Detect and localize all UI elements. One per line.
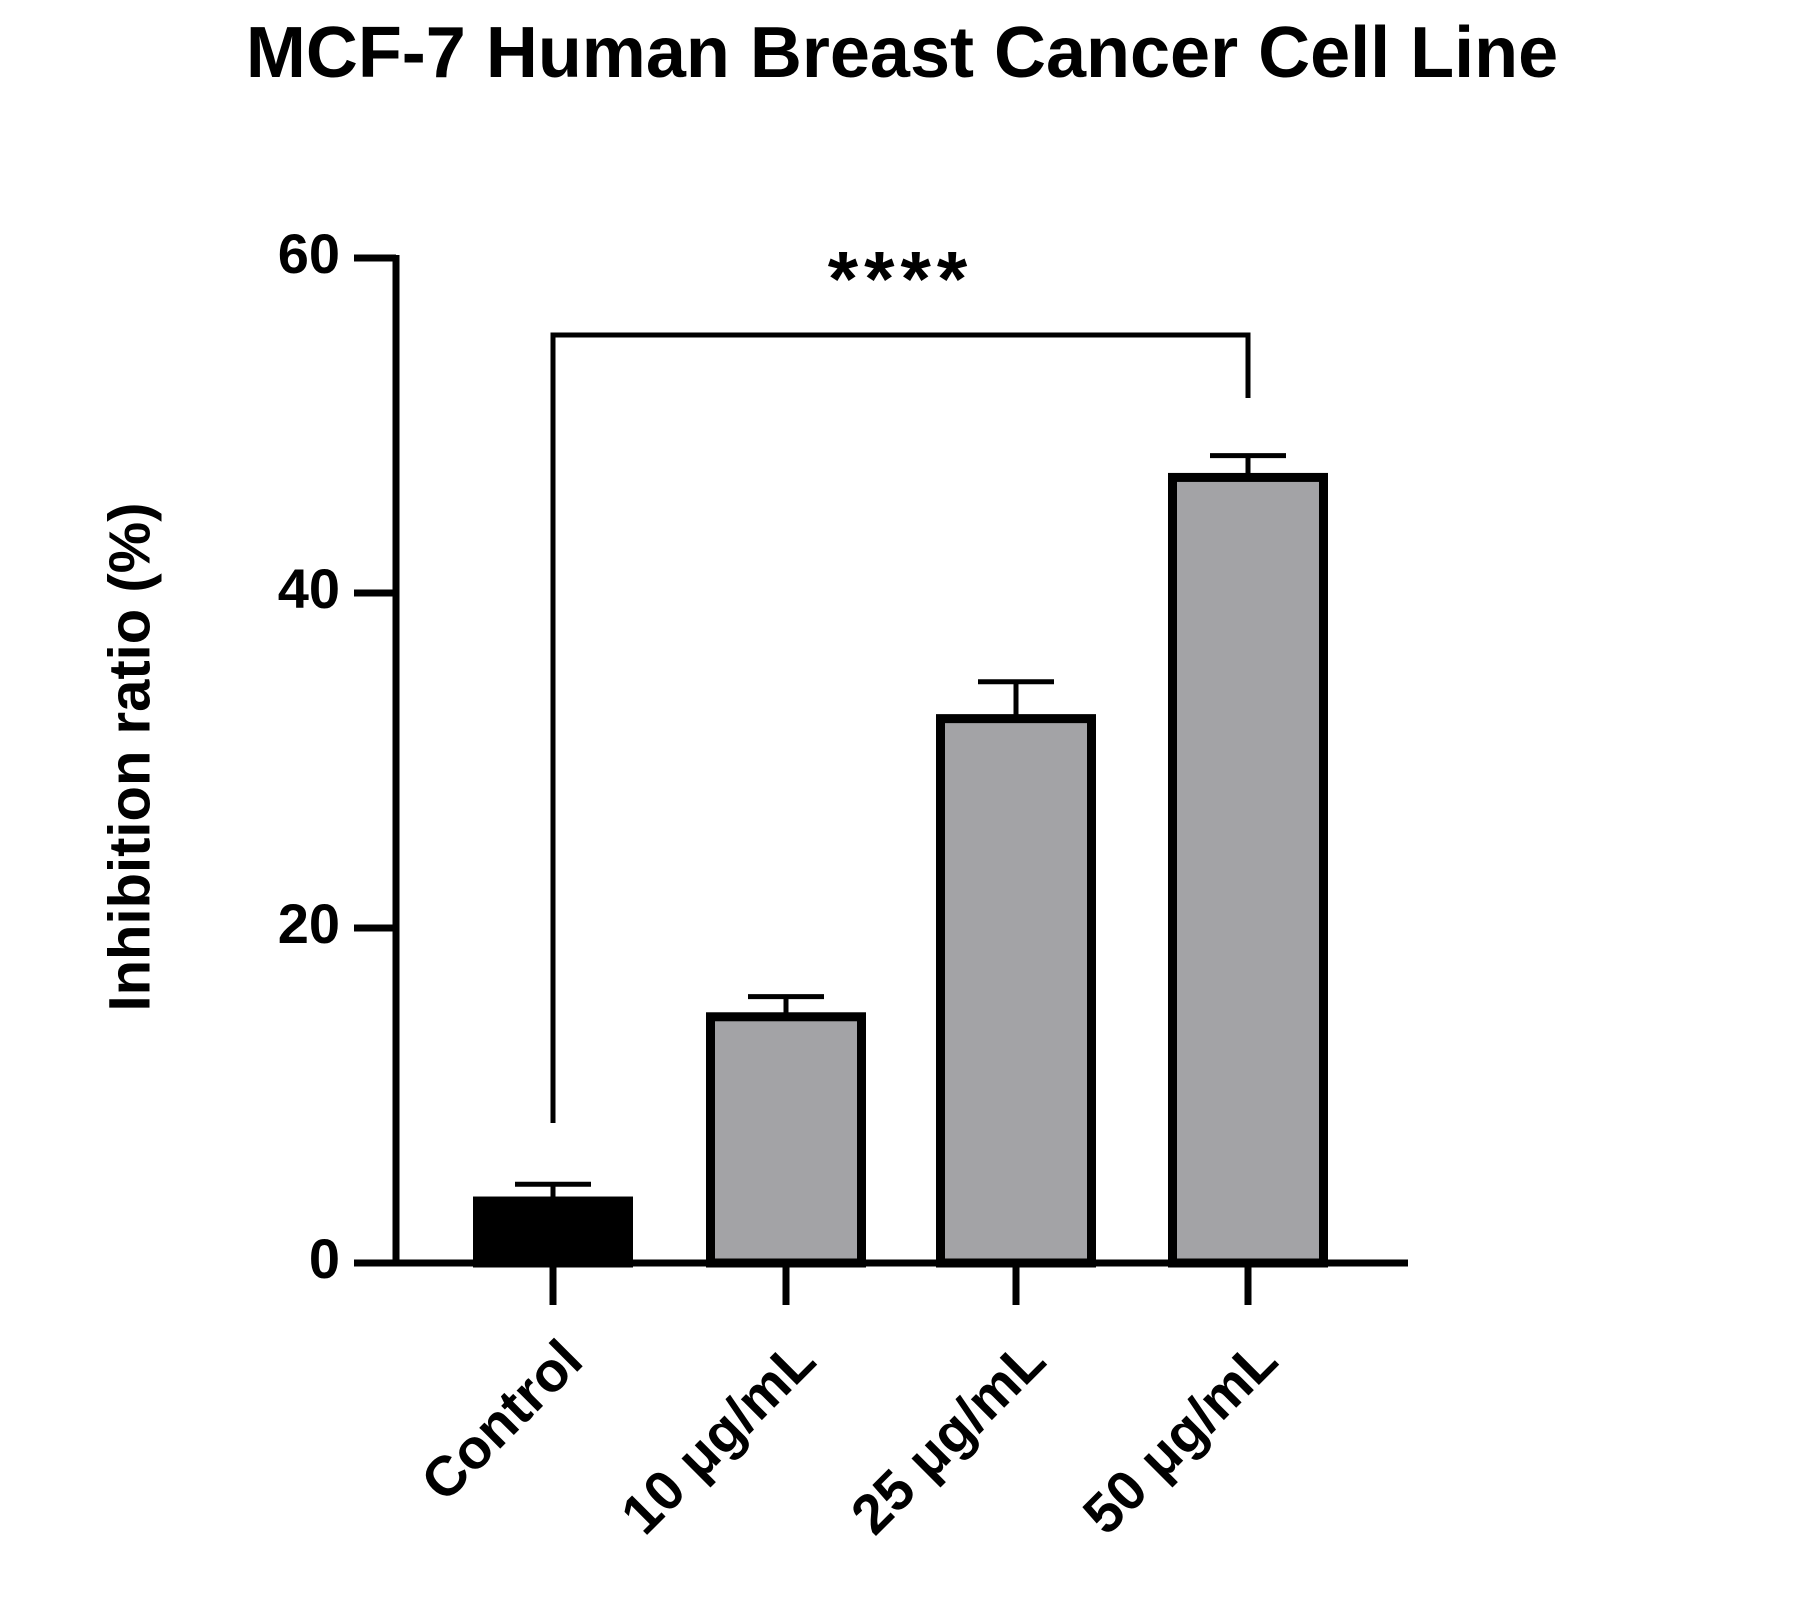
x-tick-label: Control (409, 1327, 594, 1512)
significance-bracket (550, 332, 1251, 1123)
y-axis-label: Inhibition ratio (%) (97, 502, 162, 1011)
chart-title: MCF-7 Human Breast Cancer Cell Line (246, 13, 1558, 93)
y-tick-label: 20 (278, 892, 340, 955)
y-tick-label: 60 (278, 222, 340, 285)
bar (936, 714, 1096, 1268)
significance-label: **** (828, 235, 973, 323)
x-tick-label: 50 μg/mL (1071, 1327, 1289, 1545)
bar (1168, 472, 1328, 1268)
x-tick-label: 10 μg/mL (609, 1327, 827, 1545)
bar (473, 1196, 633, 1268)
x-tick-label: 25 μg/mL (839, 1327, 1057, 1545)
y-tick-label: 40 (278, 557, 340, 620)
y-tick-label: 0 (309, 1227, 340, 1290)
bar (706, 1012, 866, 1268)
